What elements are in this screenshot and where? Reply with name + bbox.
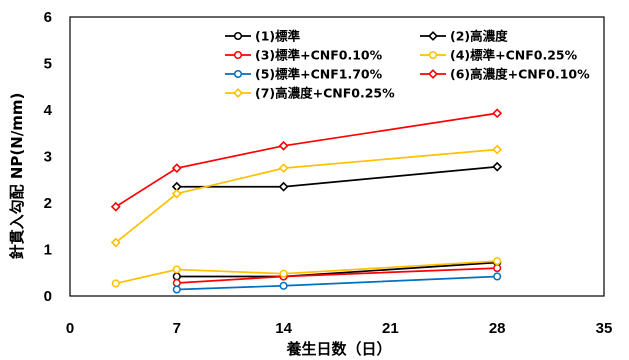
series-line: [115, 112, 498, 208]
legend-label: (7)高濃度+CNF0.25%: [255, 86, 395, 101]
data-point: [278, 181, 289, 192]
legend-marker: [428, 69, 438, 79]
legend-label: (1)標準: [255, 29, 301, 44]
y-axis-title: 針貫入勾配 NP(N/mm): [8, 93, 26, 260]
series-6: [110, 108, 503, 212]
data-point: [172, 272, 181, 281]
series-5: [172, 272, 502, 294]
plot-border: [69, 16, 605, 297]
plot-area: [69, 16, 605, 297]
series-line: [176, 275, 498, 291]
legend-marker: [233, 31, 243, 41]
x-tick-label: 0: [66, 320, 74, 337]
legend-entry: (3)標準+CNF0.10%: [225, 48, 383, 63]
legend-marker: [428, 50, 438, 60]
legend-entry: (1)標準: [225, 29, 301, 44]
data-point: [171, 188, 182, 199]
data-point: [111, 279, 120, 288]
legend-entry: (6)高濃度+CNF0.10%: [420, 67, 590, 82]
series-2: [171, 161, 503, 192]
x-tick-label: 35: [596, 320, 613, 337]
legend-marker: [233, 50, 243, 60]
data-point: [172, 278, 181, 288]
data-point: [493, 264, 502, 273]
tick-labels: 0 7 14 21 28 35 0 1 2 3 4 5 6: [44, 9, 613, 337]
legend-label: (5)標準+CNF1.70%: [255, 67, 383, 82]
data-point: [492, 161, 503, 172]
legend: (1)標準 (2)高濃度 (3)標準+CNF0.10% (4)標準+CNF0.25% (…: [225, 29, 590, 101]
legend-label: (2)高濃度: [450, 29, 508, 44]
y-tick-label: 0: [44, 288, 52, 305]
legend-entry: (5)標準+CNF1.70%: [225, 67, 383, 82]
data-point: [171, 163, 182, 174]
y-tick-label: 1: [44, 242, 52, 259]
y-tick-label: 5: [44, 56, 52, 73]
legend-marker: [428, 31, 438, 41]
legend-entry: (7)高濃度+CNF0.25%: [225, 86, 395, 101]
legend-label: (6)高濃度+CNF0.10%: [450, 67, 590, 82]
series-7: [110, 144, 503, 248]
y-tick-label: 4: [44, 102, 53, 119]
data-point: [110, 237, 121, 248]
series-line: [115, 148, 498, 244]
y-tick-label: 6: [44, 9, 52, 26]
data-point: [492, 144, 503, 155]
series-layer: [110, 108, 503, 294]
series-line: [115, 260, 498, 285]
data-point: [279, 269, 288, 278]
x-tick-label: 28: [489, 320, 506, 337]
x-tick-label: 7: [173, 320, 181, 337]
data-point: [172, 285, 181, 294]
x-tick-label: 14: [275, 320, 292, 337]
data-point: [110, 201, 121, 212]
legend-label: (4)標準+CNF0.25%: [450, 48, 578, 63]
legend-entry: (4)標準+CNF0.25%: [420, 48, 578, 63]
series-4: [111, 257, 502, 288]
data-point: [279, 281, 288, 290]
x-tick-label: 21: [382, 320, 399, 337]
data-point: [493, 257, 502, 266]
data-point: [278, 140, 289, 151]
data-point: [278, 163, 289, 174]
data-point: [493, 272, 502, 281]
legend-entry: (2)高濃度: [420, 29, 508, 44]
legend-marker: [233, 88, 243, 98]
legend-label: (3)標準+CNF0.10%: [255, 48, 383, 63]
data-point: [172, 265, 181, 274]
x-axis-title: 養生日数（日）: [285, 340, 391, 358]
y-tick-label: 3: [44, 149, 52, 166]
y-tick-label: 2: [44, 195, 52, 212]
data-point: [492, 108, 503, 119]
series-line: [176, 165, 498, 188]
legend-marker: [233, 69, 243, 79]
